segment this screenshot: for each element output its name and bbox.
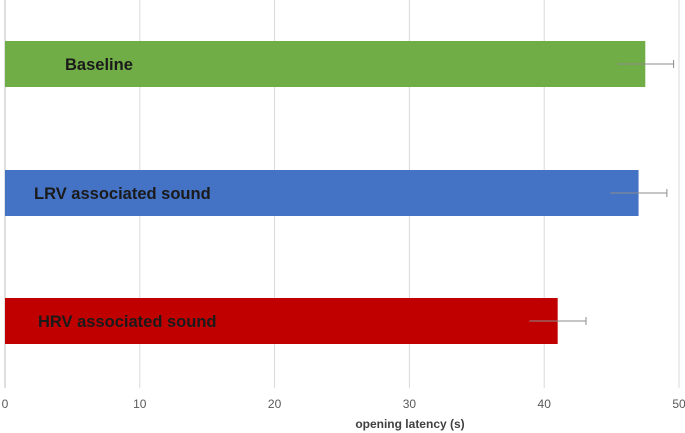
bar-label: Baseline bbox=[65, 56, 133, 74]
x-tick-labels: 0 10 20 30 40 50 bbox=[2, 397, 685, 411]
x-tick-label: 40 bbox=[538, 397, 552, 411]
bar-label: LRV associated sound bbox=[34, 185, 211, 203]
bar bbox=[5, 41, 646, 87]
x-tick-label: 50 bbox=[672, 397, 685, 411]
bar bbox=[5, 298, 558, 344]
x-tick-label: 0 bbox=[2, 397, 9, 411]
bars bbox=[5, 41, 646, 344]
x-axis-title: opening latency (s) bbox=[355, 417, 464, 431]
x-tick-label: 10 bbox=[133, 397, 147, 411]
bar-label: HRV associated sound bbox=[38, 313, 217, 331]
error-bars bbox=[529, 60, 675, 325]
bar-labels: Baseline LRV associated sound HRV associat… bbox=[34, 56, 217, 331]
x-tick-label: 20 bbox=[268, 397, 282, 411]
x-tick-label: 30 bbox=[403, 397, 417, 411]
bar bbox=[5, 170, 639, 216]
